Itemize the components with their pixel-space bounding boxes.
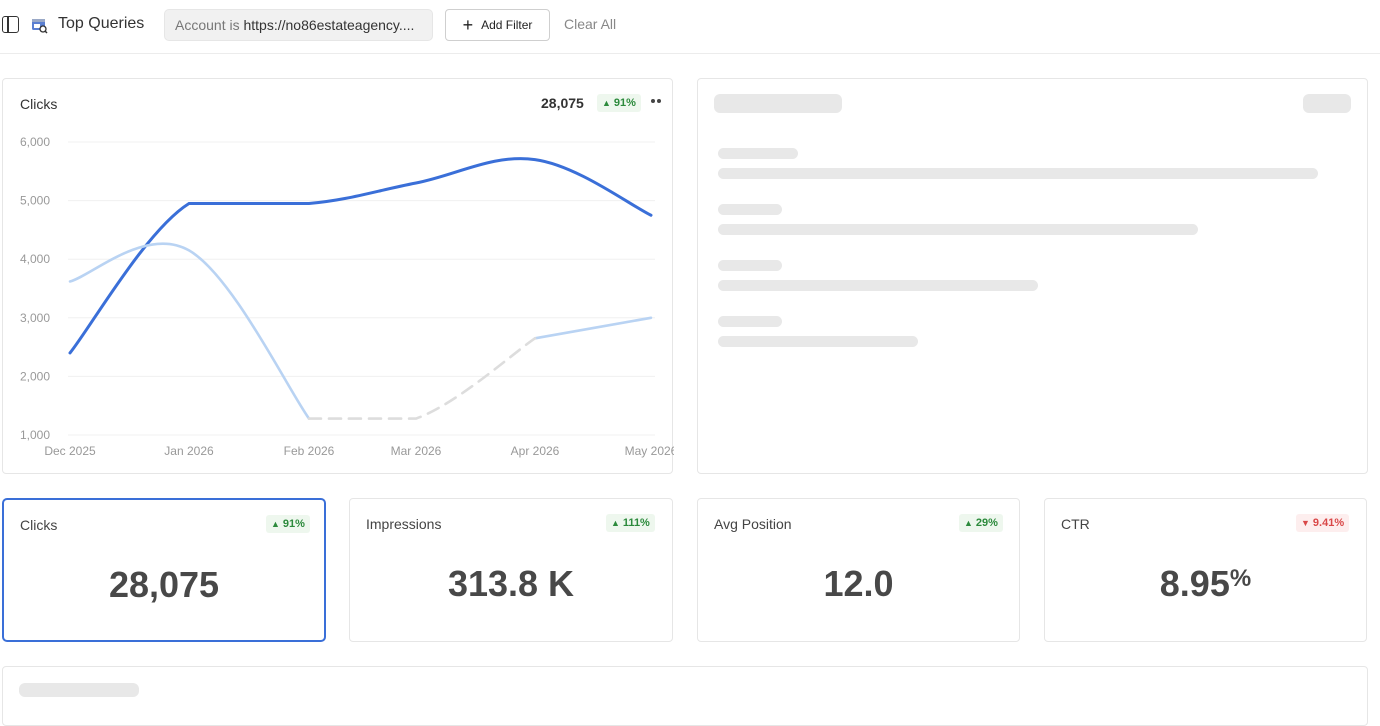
loading-card-bottom [2, 666, 1368, 726]
skeleton-bar [718, 224, 1198, 235]
skeleton-bar [718, 280, 1038, 291]
skeleton-line [718, 316, 782, 327]
kpi-card-clicks[interactable]: Clicks ▲ 91% 28,075 [2, 498, 326, 642]
kpi-value: 28,075 [108, 564, 220, 605]
page-title: Top Queries [58, 15, 145, 32]
chart-change-badge: ▲ 91% [597, 94, 641, 112]
trend-up-icon: ▲ [271, 519, 280, 529]
x-tick-label: Feb 2026 [284, 444, 335, 458]
more-options-icon[interactable] [650, 98, 664, 106]
trend-up-icon: ▲ [964, 518, 973, 528]
kpi-change-badge: ▲ 111% [606, 514, 655, 532]
chart-total: 28,075 [541, 95, 584, 111]
kpi-change-badge: ▲ 29% [959, 514, 1003, 532]
y-tick-label: 4,000 [20, 252, 50, 266]
search-console-icon [32, 19, 48, 34]
y-tick-label: 1,000 [20, 428, 50, 442]
skeleton-title [714, 94, 842, 113]
kpi-change-badge: ▼ 9.41% [1296, 514, 1350, 532]
series-line-1 [533, 316, 653, 340]
x-tick-label: Dec 2025 [44, 444, 96, 458]
x-tick-label: May 2026 [625, 444, 674, 458]
filter-value: https://no86estateagency.... [243, 17, 415, 33]
plus-icon: + [462, 15, 474, 35]
add-filter-label: Add Filter [481, 18, 533, 32]
kpi-label: Impressions [366, 516, 442, 532]
y-tick-label: 6,000 [20, 135, 50, 149]
skeleton-line [718, 148, 798, 159]
kpi-card-ctr[interactable]: CTR ▼ 9.41% 8.95% [1044, 498, 1367, 642]
x-tick-label: Apr 2026 [511, 444, 560, 458]
chart-title: Clicks [20, 96, 58, 112]
kpi-card-impressions[interactable]: Impressions ▲ 111% 313.8 K [349, 498, 673, 642]
kpi-label: Clicks [20, 517, 58, 533]
skeleton-bar [718, 168, 1318, 179]
series-line-2 [307, 337, 537, 420]
kpi-value: 313.8 K [447, 563, 575, 604]
y-tick-label: 3,000 [20, 311, 50, 325]
clear-all-link[interactable]: Clear All [564, 16, 617, 32]
skeleton-line [718, 260, 782, 271]
skeleton-bar [718, 336, 918, 347]
loading-card [697, 78, 1368, 474]
y-tick-label: 2,000 [20, 369, 50, 383]
skeleton-line [718, 204, 782, 215]
x-tick-label: Jan 2026 [164, 444, 214, 458]
trend-down-icon: ▼ [1301, 518, 1310, 528]
kpi-value: 8.95% [1159, 563, 1252, 604]
series-line-1 [68, 242, 311, 420]
kpi-card-avg-position[interactable]: Avg Position ▲ 29% 12.0 [697, 498, 1020, 642]
y-tick-label: 5,000 [20, 194, 50, 208]
trend-up-icon: ▲ [611, 518, 620, 528]
skeleton-action [1303, 94, 1351, 113]
trend-up-icon: ▲ [602, 98, 611, 108]
clicks-chart-card: 6,000 5,000 4,000 3,000 2,000 1,000 Dec 2025 Ja… [2, 78, 674, 474]
kpi-change-badge: ▲ 91% [266, 515, 310, 533]
kpi-value: 12.0 [823, 563, 894, 604]
sidebar-toggle-icon[interactable] [2, 16, 19, 33]
skeleton-title [19, 683, 139, 697]
account-filter-chip[interactable]: Account is https://no86estateagency.... [164, 9, 433, 41]
series-line-0 [68, 157, 653, 355]
add-filter-button[interactable]: + Add Filter [445, 9, 550, 41]
top-bar: Top Queries Account is https://no86estat… [0, 0, 1380, 54]
clicks-line-chart: 6,000 5,000 4,000 3,000 2,000 1,000 Dec 2025 Ja… [20, 135, 674, 458]
filter-key: Account is [175, 17, 240, 33]
kpi-label: Avg Position [714, 516, 792, 532]
kpi-label: CTR [1061, 516, 1090, 532]
x-tick-label: Mar 2026 [391, 444, 442, 458]
kpi-unit: % [1229, 565, 1252, 592]
